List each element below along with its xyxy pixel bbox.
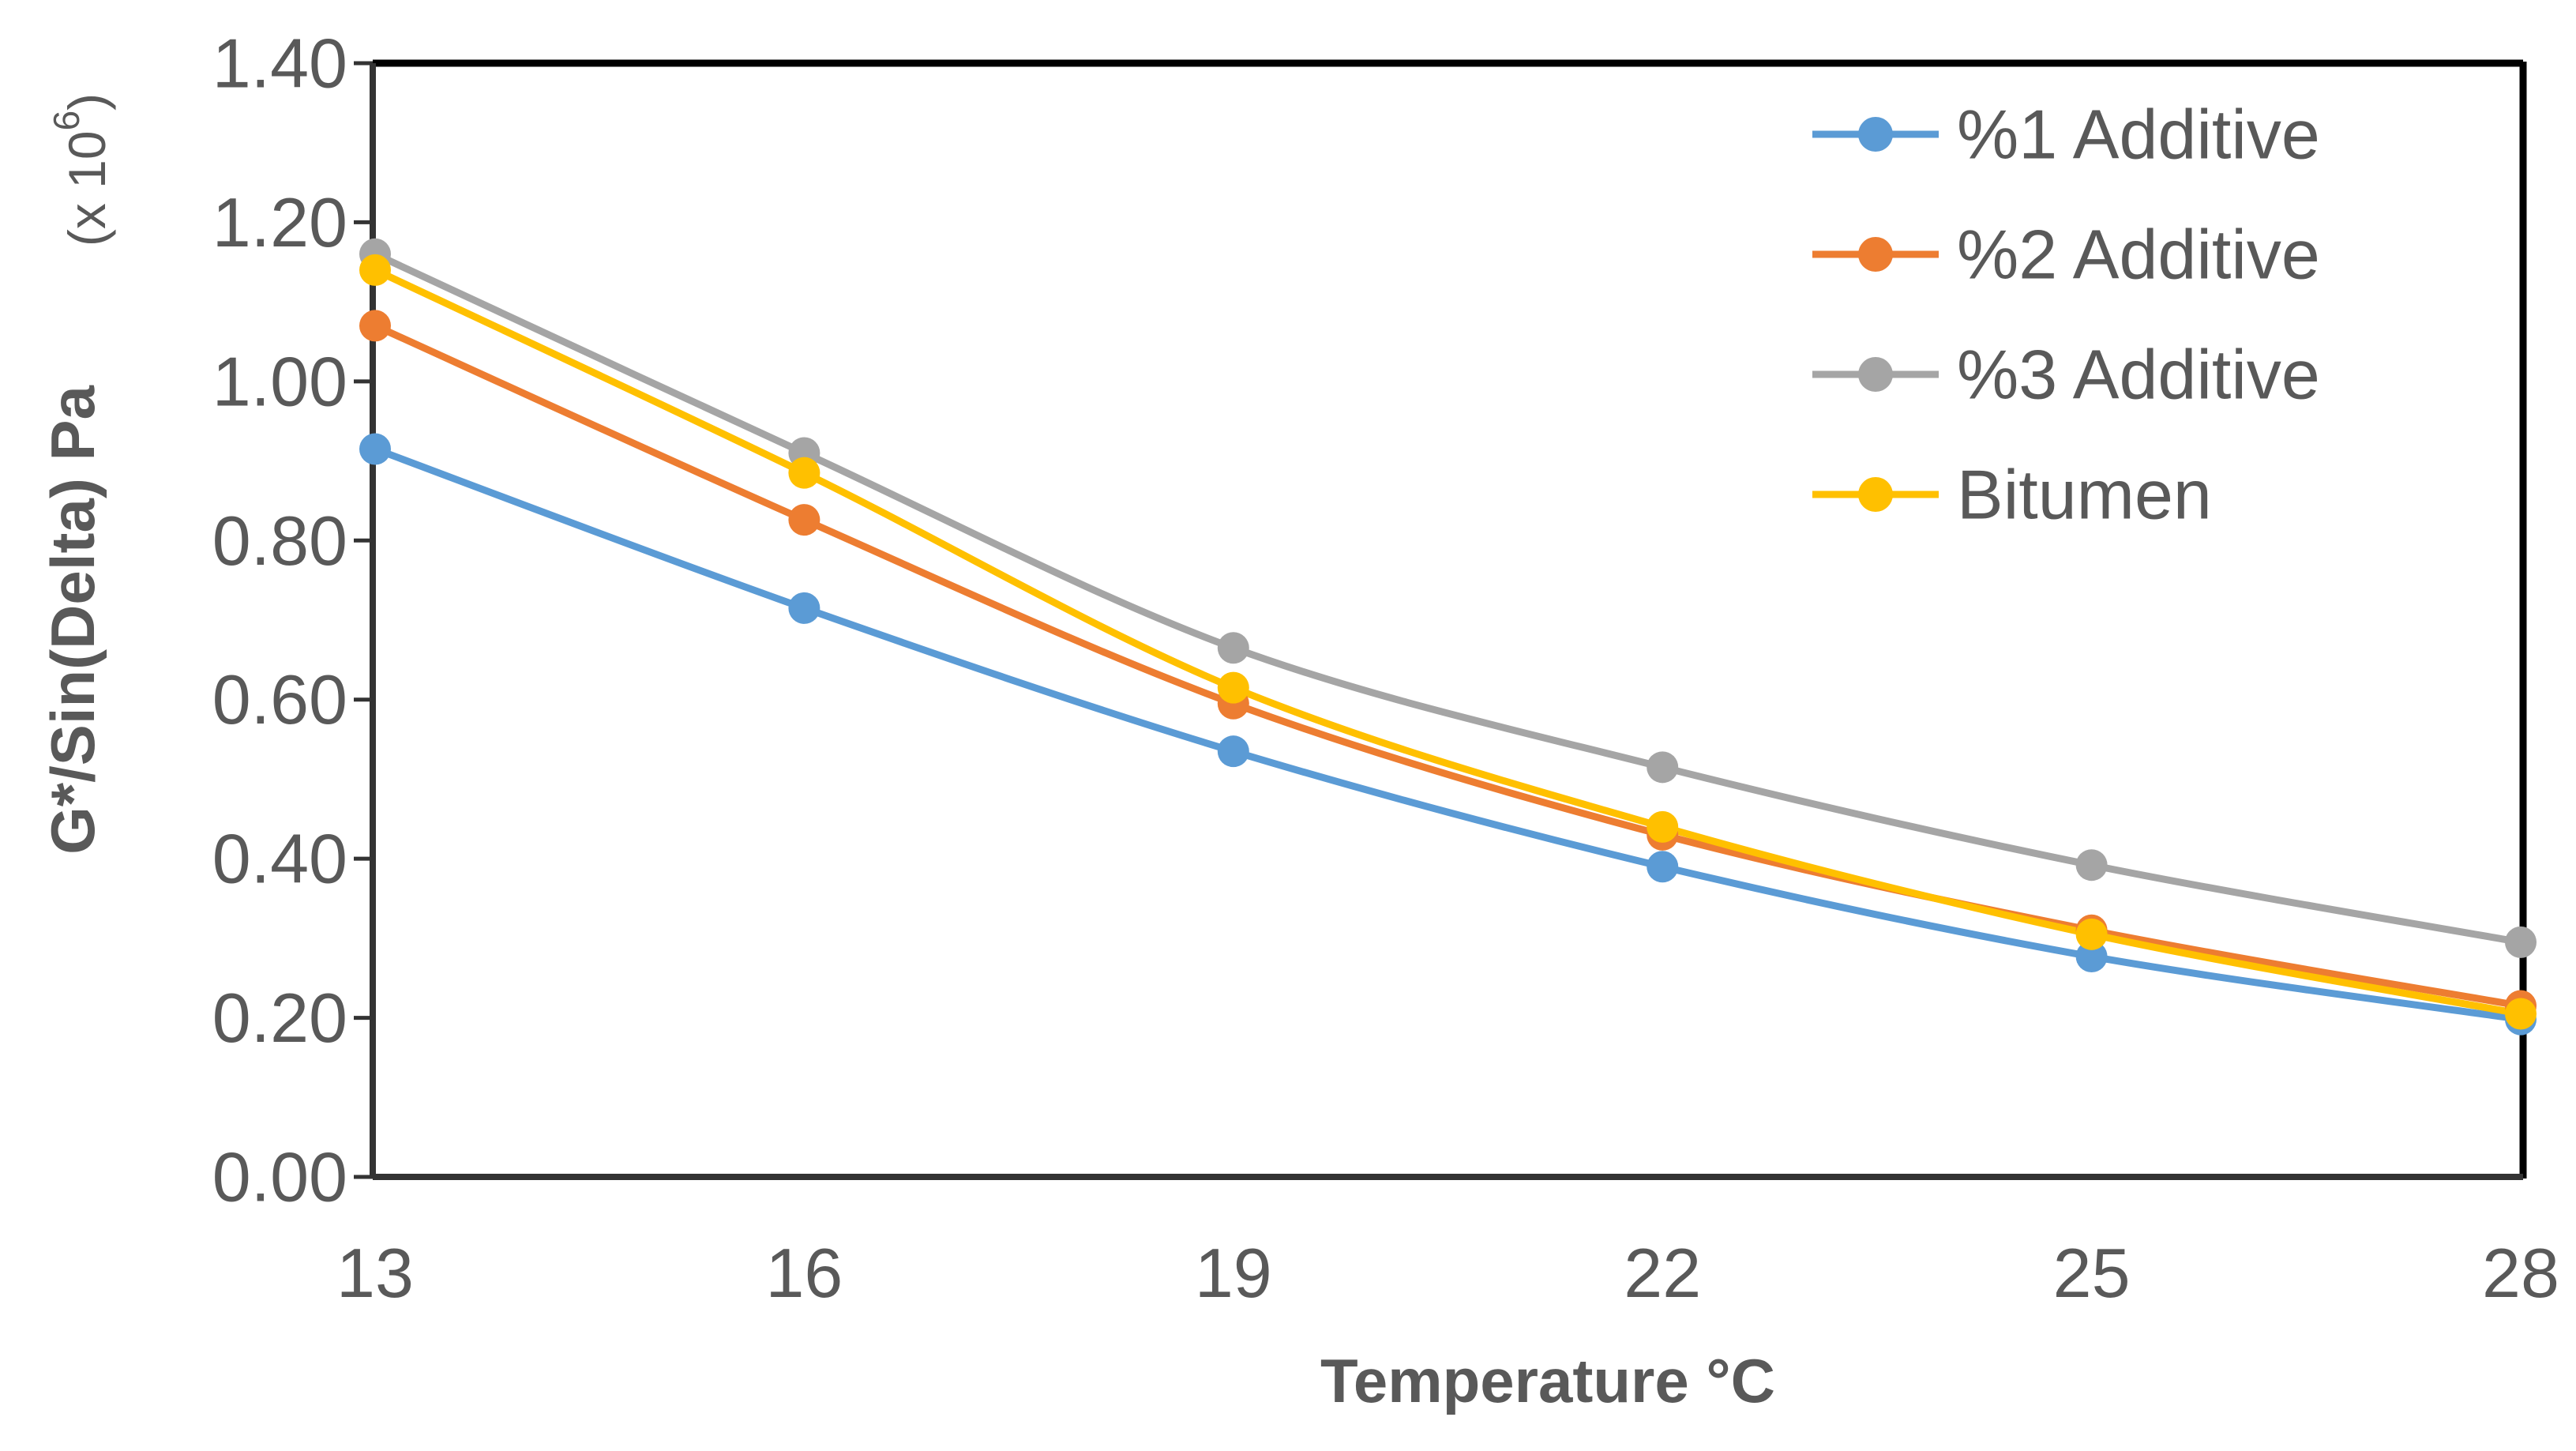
series-points (359, 238, 2537, 1036)
data-point-3-additive (2505, 926, 2537, 958)
x-tick-label: 16 (765, 1234, 843, 1312)
data-point-bitumen (2075, 918, 2108, 950)
y-axis-title: G*/Sin(Delta) Pa (38, 385, 107, 854)
data-point-1-additive (1217, 735, 1249, 768)
series-lines (371, 250, 2525, 1024)
legend-item: %1 Additive (1812, 96, 2320, 174)
data-point-bitumen (1647, 810, 1679, 843)
data-point-3-additive (1647, 751, 1679, 784)
x-tick-label: 22 (1624, 1234, 1701, 1312)
y-tick-label: 1.00 (212, 342, 347, 420)
x-tick-label: 28 (2482, 1234, 2559, 1312)
y-tick-label: 0.40 (212, 820, 347, 898)
series-line-2-additive (371, 321, 2525, 1009)
y-tick-label: 0.60 (212, 660, 347, 739)
data-point-3-additive (1217, 632, 1249, 664)
data-point-1-additive (1647, 851, 1679, 883)
x-tick-label: 13 (336, 1234, 414, 1312)
x-tick-label: 25 (2053, 1234, 2131, 1312)
y-tick-label: 1.40 (212, 24, 347, 103)
legend-label: Bitumen (1957, 456, 2212, 534)
data-point-bitumen (788, 457, 820, 489)
y-tick-label: 1.20 (212, 183, 347, 261)
legend-marker (1858, 117, 1893, 152)
x-tick-label: 19 (1195, 1234, 1272, 1312)
legend-marker (1858, 237, 1893, 272)
y-axis-ticks (354, 61, 373, 1179)
y-axis-tick-labels: 0.00 0.20 0.40 0.60 0.80 1.00 1.20 1.40 (212, 24, 347, 1216)
y-axis-unit-exponent: 6 (46, 111, 87, 131)
legend: %1 Additive %2 Additive %3 Additive Bitumen (1812, 96, 2320, 534)
legend-item: %3 Additive (1812, 336, 2320, 414)
legend-item: %2 Additive (1812, 216, 2320, 294)
y-axis-unit: (x 106) (46, 93, 116, 246)
y-axis-unit-multiplier: (x 10 (58, 130, 116, 246)
series-line-1-additive (371, 445, 2525, 1024)
data-point-3-additive (2075, 849, 2108, 882)
x-axis-title: Temperature °C (1320, 1346, 1775, 1415)
y-tick-label: 0.00 (212, 1138, 347, 1216)
data-point-2-additive (359, 310, 391, 342)
series-line-bitumen (371, 266, 2525, 1018)
data-point-2-additive (788, 504, 820, 536)
series-line-3-additive (371, 250, 2525, 946)
y-tick-label: 0.80 (212, 502, 347, 580)
legend-marker (1858, 477, 1893, 512)
data-point-bitumen (1217, 671, 1249, 704)
data-point-1-additive (788, 592, 820, 624)
data-point-1-additive (359, 433, 391, 465)
data-point-bitumen (359, 254, 391, 286)
legend-label: %2 Additive (1957, 216, 2320, 294)
legend-label: %3 Additive (1957, 336, 2320, 414)
data-point-bitumen (2505, 998, 2537, 1030)
legend-label: %1 Additive (1957, 96, 2320, 174)
legend-item: Bitumen (1812, 456, 2212, 534)
y-tick-label: 0.20 (212, 979, 347, 1057)
x-axis-tick-labels: 13 16 19 22 25 28 (336, 1234, 2559, 1312)
legend-marker (1858, 357, 1893, 392)
data-point-1-additive (2075, 941, 2108, 973)
y-axis-unit-label: (x 106) (46, 93, 116, 246)
y-axis-unit-close: ) (58, 93, 116, 111)
